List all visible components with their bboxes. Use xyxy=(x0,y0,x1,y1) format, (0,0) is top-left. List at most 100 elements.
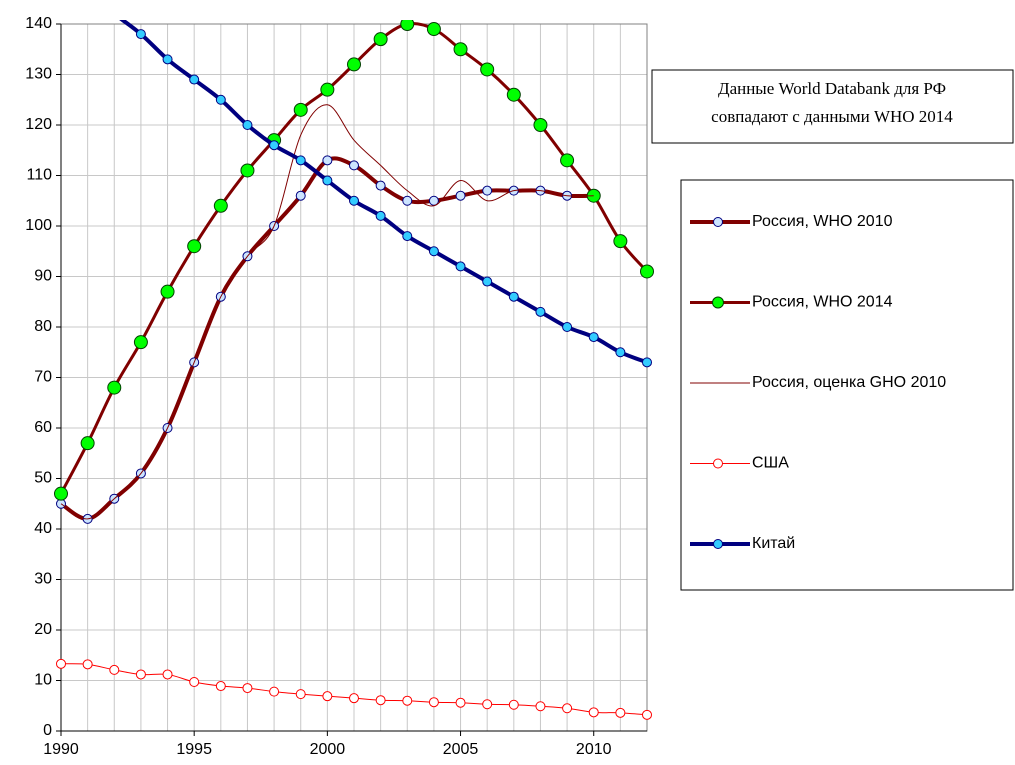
data-point xyxy=(615,347,626,358)
data-point xyxy=(375,210,386,221)
plot-area xyxy=(54,9,654,720)
data-point xyxy=(455,261,466,272)
legend-label: Россия, WHO 2014 xyxy=(752,294,893,311)
data-point xyxy=(402,231,413,242)
data-point xyxy=(133,335,148,350)
data-point xyxy=(588,332,599,343)
data-point xyxy=(162,54,173,65)
data-point xyxy=(642,709,652,720)
legend-marker xyxy=(712,296,724,309)
data-point xyxy=(269,140,280,151)
data-point xyxy=(533,118,548,132)
data-point xyxy=(375,180,386,191)
data-point xyxy=(110,9,119,18)
data-point xyxy=(482,185,493,196)
x-tick-label: 2005 xyxy=(443,741,479,758)
y-tick-label: 80 xyxy=(34,318,52,335)
data-point xyxy=(535,701,546,712)
data-point xyxy=(453,42,468,57)
data-point xyxy=(295,689,306,700)
y-tick-label: 130 xyxy=(25,66,52,83)
data-point xyxy=(506,87,521,102)
data-point xyxy=(322,691,333,702)
data-point xyxy=(480,62,495,77)
data-point xyxy=(428,246,439,257)
data-point xyxy=(135,29,146,40)
legend-marker xyxy=(713,539,723,549)
data-point xyxy=(402,195,413,206)
data-point xyxy=(508,291,519,302)
y-tick-label: 0 xyxy=(43,722,52,739)
y-tick-label: 110 xyxy=(26,167,52,184)
data-point xyxy=(189,677,200,688)
data-point xyxy=(295,155,306,166)
y-tick-label: 40 xyxy=(34,520,52,537)
data-point xyxy=(562,703,573,714)
data-point xyxy=(615,707,626,718)
y-tick-label: 50 xyxy=(34,470,52,487)
data-point xyxy=(322,175,333,186)
data-point xyxy=(349,195,359,206)
data-point xyxy=(56,658,66,669)
data-point xyxy=(349,160,359,171)
data-point xyxy=(562,322,573,332)
data-point xyxy=(54,486,68,501)
data-point xyxy=(189,74,200,85)
y-tick-label: 90 xyxy=(34,268,52,285)
data-point xyxy=(588,707,599,718)
legend-label: Россия, WHO 2010 xyxy=(752,213,893,230)
y-tick-label: 100 xyxy=(25,217,52,234)
data-point xyxy=(135,669,146,680)
legend-marker xyxy=(713,217,723,227)
data-point xyxy=(613,234,628,249)
data-point xyxy=(455,697,466,708)
data-point xyxy=(80,436,95,451)
data-point xyxy=(213,198,228,213)
data-point xyxy=(295,190,306,201)
y-tick-label: 70 xyxy=(34,369,52,386)
data-point xyxy=(109,664,120,675)
legend-box xyxy=(680,179,1014,591)
data-point xyxy=(640,264,654,279)
data-point xyxy=(349,693,359,704)
data-point xyxy=(560,153,575,168)
data-point xyxy=(482,699,493,710)
data-point xyxy=(508,699,519,710)
data-point xyxy=(642,357,652,368)
annotation: Данные World Databank для РФ xyxy=(718,79,946,98)
data-point xyxy=(269,686,280,697)
legend-label: Китай xyxy=(752,535,795,552)
data-point xyxy=(400,20,415,31)
y-tick-label: 10 xyxy=(34,672,52,689)
annotation: совпадают с данными WHO 2014 xyxy=(711,107,953,126)
data-point xyxy=(402,695,413,706)
data-point xyxy=(455,190,466,201)
data-point xyxy=(320,82,335,97)
data-point xyxy=(373,32,388,47)
series-line xyxy=(60,104,594,520)
data-point xyxy=(82,659,93,670)
data-point xyxy=(428,195,439,206)
data-point xyxy=(215,681,226,692)
data-point xyxy=(242,120,253,130)
data-point xyxy=(293,102,308,117)
data-point xyxy=(322,155,333,166)
data-point xyxy=(482,276,493,287)
data-point xyxy=(426,22,441,37)
x-tick-label: 2010 xyxy=(576,741,612,758)
x-tick-label: 1990 xyxy=(43,741,79,758)
legend-marker xyxy=(713,458,723,469)
data-point xyxy=(160,284,175,299)
data-point xyxy=(428,697,439,708)
data-point xyxy=(375,695,386,706)
data-point xyxy=(215,94,226,105)
x-tick-label: 1995 xyxy=(176,741,212,758)
data-point xyxy=(107,380,122,395)
data-point xyxy=(187,239,202,254)
legend-label: США xyxy=(752,455,789,472)
data-point xyxy=(242,683,253,694)
legend-label: Россия, оценка GHO 2010 xyxy=(752,374,946,391)
data-point xyxy=(240,163,255,178)
